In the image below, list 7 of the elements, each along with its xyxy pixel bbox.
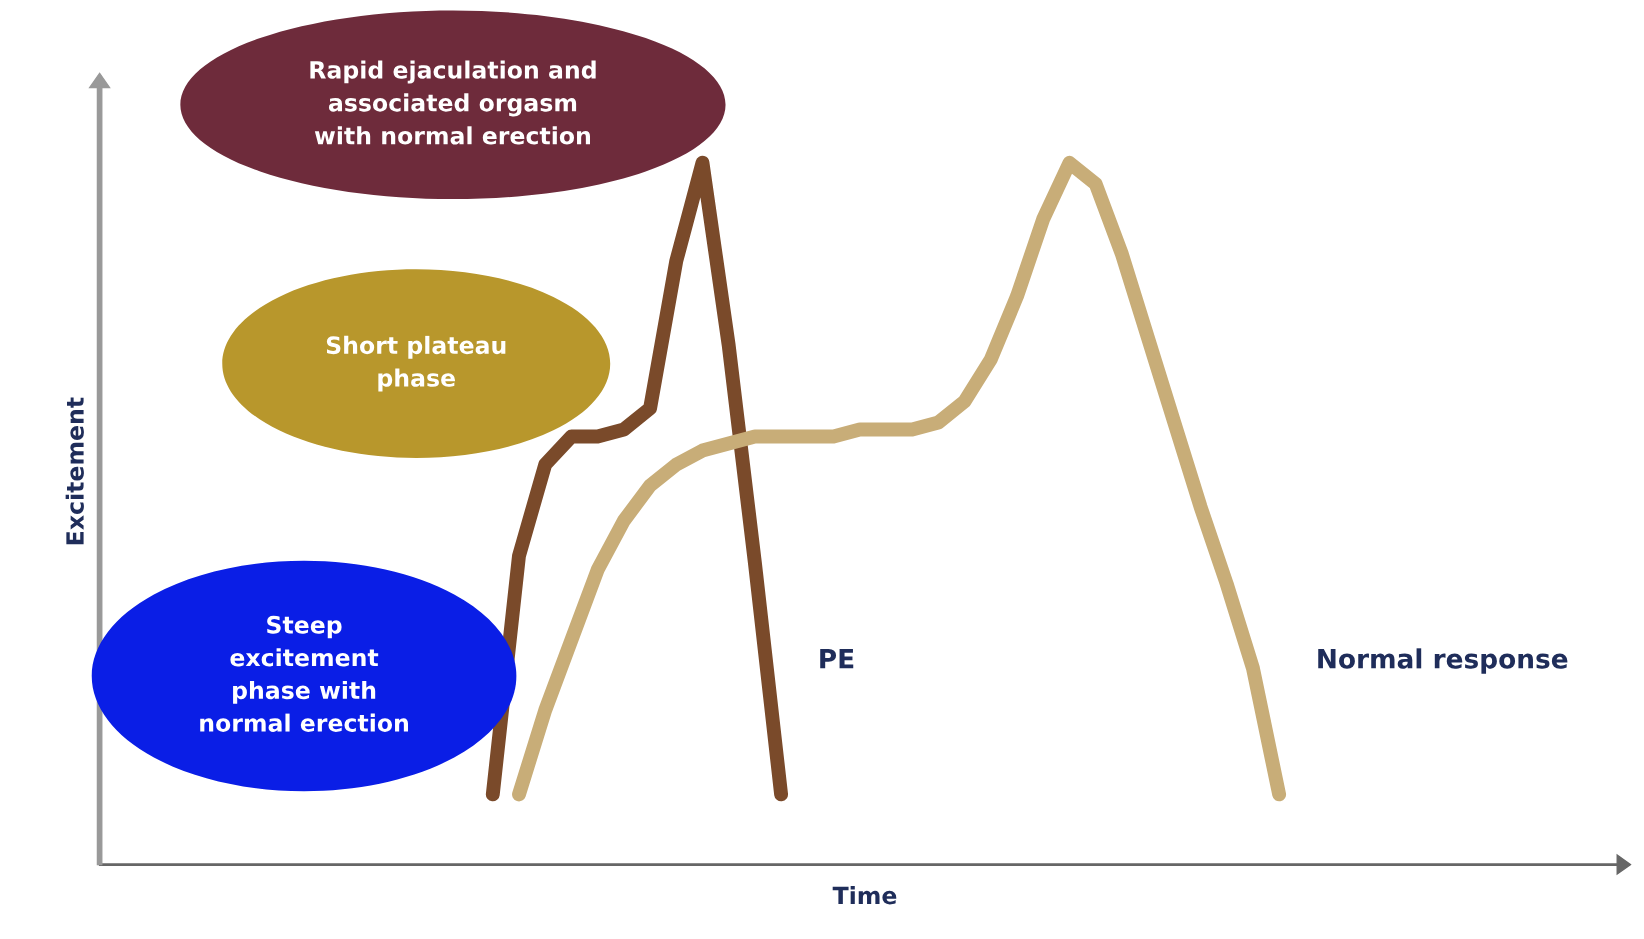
y-axis-title: Excitement — [65, 397, 84, 545]
text: Normal response — [1318, 648, 1568, 674]
x-axis-title: Time — [832, 886, 897, 905]
text: Rapid ejaculation and associated orgasm with normal erection — [310, 60, 596, 145]
text: PE — [820, 649, 854, 669]
annotation: Steep excitement phase with normal erection — [200, 615, 409, 732]
annotation: Short plateau phase — [326, 335, 506, 392]
